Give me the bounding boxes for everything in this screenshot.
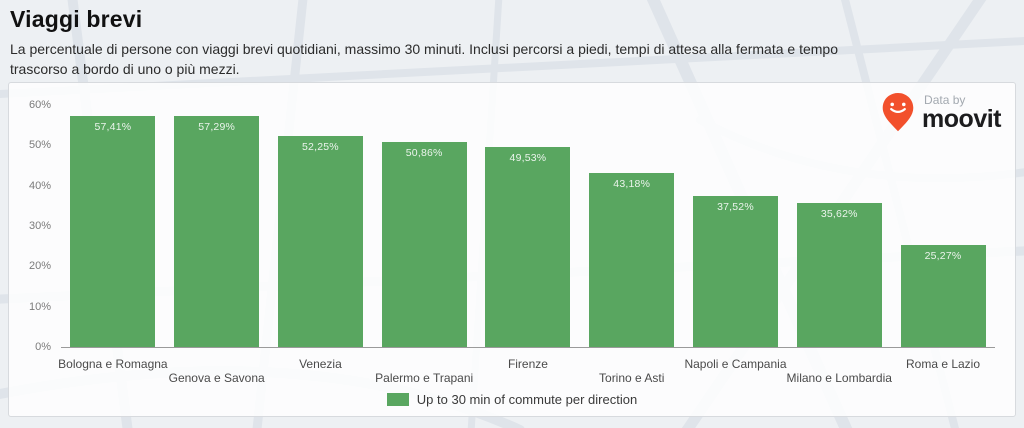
bar-genova-e-savona[interactable]: 57,29% bbox=[174, 116, 260, 347]
bar-value-label: 35,62% bbox=[820, 208, 858, 221]
x-label-text: Bologna e Romagna bbox=[58, 357, 168, 371]
y-tick-40%: 40% bbox=[28, 179, 51, 192]
x-label-torino-e-asti: Torino e Asti bbox=[580, 348, 684, 386]
y-tick-50%: 50% bbox=[28, 139, 51, 152]
legend-swatch bbox=[386, 393, 409, 406]
bar-napoli-e-campania[interactable]: 37,52% bbox=[692, 195, 778, 347]
x-label-text: Genova e Savona bbox=[168, 371, 265, 385]
x-label-firenze: Firenze bbox=[476, 348, 580, 386]
y-tick-30%: 30% bbox=[28, 220, 51, 233]
attribution-prefix: Data by bbox=[924, 93, 966, 107]
bar-slot: 52,25% bbox=[269, 98, 373, 347]
x-label-napoli-e-campania: Napoli e Campania bbox=[684, 348, 788, 386]
bar-venezia[interactable]: 52,25% bbox=[277, 136, 363, 347]
bar-value-label: 50,86% bbox=[405, 146, 443, 159]
bar-slot: 35,62% bbox=[787, 98, 891, 347]
bar-value-label: 57,29% bbox=[198, 121, 236, 133]
x-label-text: Firenze bbox=[507, 357, 548, 371]
moovit-attribution-link[interactable]: Data by moovit bbox=[881, 92, 1001, 133]
bar-value-label: 37,52% bbox=[717, 200, 754, 213]
page-subtitle: La percentuale di persone con viaggi bre… bbox=[10, 41, 838, 78]
x-label-roma-e-lazio: Roma e Lazio bbox=[891, 348, 995, 386]
bar-firenze[interactable]: 49,53% bbox=[485, 147, 571, 347]
legend-label: Up to 30 min of commute per direction bbox=[416, 392, 638, 407]
x-label-text: Napoli e Campania bbox=[684, 357, 787, 371]
bar-roma-e-lazio[interactable]: 25,27% bbox=[900, 245, 986, 347]
bar-value-label: 57,41% bbox=[94, 120, 132, 133]
x-label-text: Torino e Asti bbox=[599, 371, 665, 385]
x-label-genova-e-savona: Genova e Savona bbox=[165, 348, 269, 386]
plot-area: 0% 10% 20% 30% 40% 50% 60% 57,41% 57,29% 52,25% 50… bbox=[29, 98, 995, 353]
y-tick-20%: 20% bbox=[28, 260, 51, 273]
bar-slot: 25,27% bbox=[891, 98, 995, 347]
bar-value-label: 52,25% bbox=[302, 141, 339, 154]
bar-slot: 49,53% bbox=[476, 98, 580, 347]
bar-slot: 50,86% bbox=[372, 98, 476, 347]
bar-chart: 0% 10% 20% 30% 40% 50% 60% 57,41% 57,29% 52,25% 50… bbox=[9, 83, 1015, 386]
x-label-text: Roma e Lazio bbox=[905, 357, 981, 371]
bar-slot: 57,29% bbox=[165, 98, 269, 347]
y-tick-60%: 60% bbox=[28, 99, 51, 112]
moovit-wordmark: moovit bbox=[922, 105, 1001, 133]
bar-slot: 37,52% bbox=[684, 98, 788, 347]
x-axis: Bologna e Romagna Genova e Savona Venezia P… bbox=[58, 348, 995, 386]
bar-milano-e-lombardia[interactable]: 35,62% bbox=[796, 203, 882, 347]
moovit-pin-icon bbox=[882, 92, 914, 132]
chart-card: Data by moovit 0% 10% 20% 30% 40% 50% 60% 57,41… bbox=[8, 82, 1016, 417]
x-label-milano-e-lombardia: Milano e Lombardia bbox=[786, 348, 892, 386]
bar-slot: 57,41% bbox=[61, 98, 165, 347]
y-tick-0%: 0% bbox=[35, 341, 51, 353]
bar-value-label: 43,18% bbox=[613, 177, 651, 190]
bar-bologna-e-romagna[interactable]: 57,41% bbox=[70, 115, 156, 347]
x-label-text: Venezia bbox=[299, 357, 342, 371]
y-tick-10%: 10% bbox=[28, 300, 51, 313]
bar-value-label: 49,53% bbox=[509, 152, 547, 165]
x-label-text: Palermo e Trapani bbox=[375, 371, 474, 385]
x-label-venezia: Venezia bbox=[269, 348, 373, 386]
x-label-bologna-e-romagna: Bologna e Romagna bbox=[58, 348, 168, 386]
x-label-text: Milano e Lombardia bbox=[786, 371, 892, 385]
bar-palermo-e-trapani[interactable]: 50,86% bbox=[381, 141, 467, 347]
bar-torino-e-asti[interactable]: 43,18% bbox=[589, 172, 675, 347]
bar-value-label: 25,27% bbox=[924, 250, 962, 263]
page-title: Viaggi brevi bbox=[10, 6, 143, 32]
x-label-palermo-e-trapani: Palermo e Trapani bbox=[372, 348, 476, 386]
legend-item[interactable]: Up to 30 min of commute per direction bbox=[9, 392, 1015, 407]
bar-slot: 43,18% bbox=[580, 98, 684, 347]
